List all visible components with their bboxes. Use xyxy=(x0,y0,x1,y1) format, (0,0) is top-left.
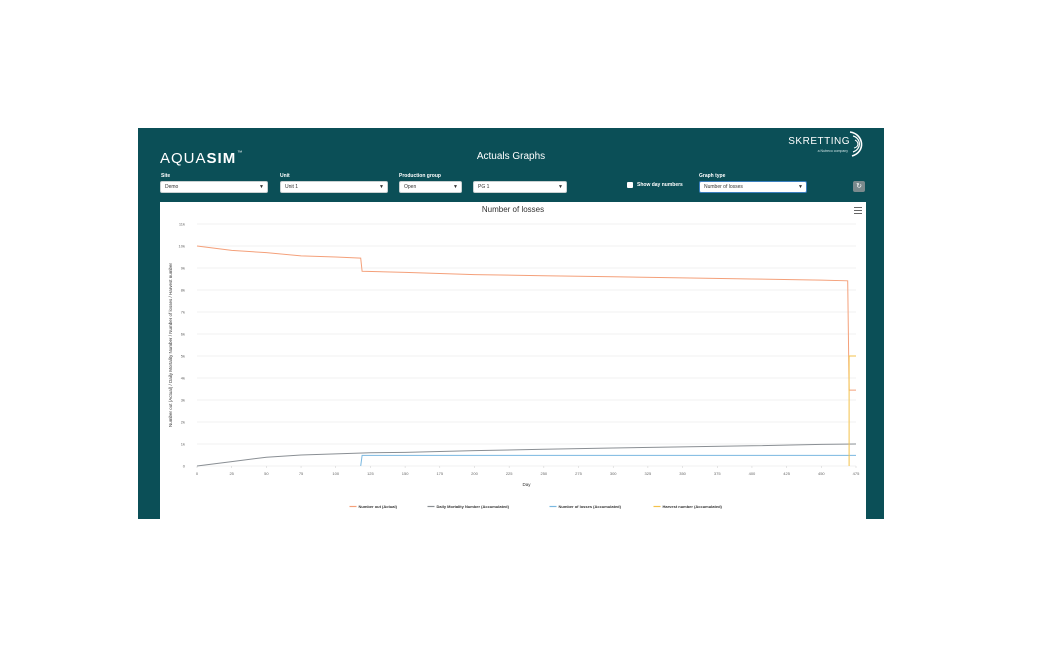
chart-title: Number of losses xyxy=(481,205,545,214)
site-select-value: Demo xyxy=(165,184,179,190)
legend-item: Harvest number (Accumulated) xyxy=(663,504,723,509)
refresh-icon: ↻ xyxy=(856,183,862,190)
chart-panel: Number of losses 0 1k 2k 3k 4k 5k 6k 7k 8k 9k 10k 1… xyxy=(160,202,866,519)
app-window: AQUASIM™ Actuals Graphs SKRETTING a Nutr… xyxy=(138,128,884,519)
x-tick-label: 75 xyxy=(299,471,304,476)
y-tick-label: 8k xyxy=(181,288,185,293)
x-tick-label: 300 xyxy=(610,471,617,476)
x-tick-label: 350 xyxy=(679,471,686,476)
x-tick-label: 375 xyxy=(714,471,721,476)
x-tick-label: 0 xyxy=(196,471,199,476)
x-tick-label: 25 xyxy=(229,471,234,476)
series-line-2 xyxy=(360,454,856,467)
y-tick-label: 9k xyxy=(181,266,185,271)
y-tick-label: 7k xyxy=(181,310,185,315)
x-tick-label: 200 xyxy=(471,471,478,476)
graph-type-select-value: Number of losses xyxy=(704,184,743,190)
series-line-3 xyxy=(848,355,856,466)
y-tick-label: 3k xyxy=(181,398,185,403)
x-tick-label: 425 xyxy=(783,471,790,476)
hamburger-menu-icon[interactable] xyxy=(854,207,862,214)
unit-select-value: Unit 1 xyxy=(285,184,299,190)
production-unit-select[interactable]: PG 1 ▼ xyxy=(473,181,567,193)
graph-type-label: Graph type xyxy=(699,173,726,179)
legend-item: Daily Mortality Number (Accumulated) xyxy=(437,504,510,509)
x-tick-label: 325 xyxy=(645,471,652,476)
chevron-down-icon: ▼ xyxy=(798,184,803,190)
y-tick-label: 5k xyxy=(181,354,185,359)
y-tick-label: 0 xyxy=(183,464,186,469)
chevron-down-icon: ▼ xyxy=(259,184,264,190)
chevron-down-icon: ▼ xyxy=(453,184,458,190)
x-tick-label: 100 xyxy=(332,471,339,476)
unit-select[interactable]: Unit 1 ▼ xyxy=(280,181,388,193)
production-group-select-value: Open xyxy=(404,184,417,190)
aquasim-logo: AQUASIM™ xyxy=(160,150,243,167)
skretting-logo: SKRETTING a Nutreco company xyxy=(786,131,866,170)
site-label: Site xyxy=(161,173,171,179)
brand-subtitle: a Nutreco company xyxy=(817,149,848,153)
x-tick-label: 400 xyxy=(749,471,756,476)
series-line-1 xyxy=(196,443,857,467)
logo-trademark: ™ xyxy=(237,150,244,156)
brand-name: SKRETTING xyxy=(788,136,850,147)
x-tick-label: 275 xyxy=(575,471,582,476)
show-day-numbers-label: Show day numbers xyxy=(637,182,683,188)
series-line-0 xyxy=(196,245,856,391)
x-tick-label: 225 xyxy=(506,471,513,476)
page-title: Actuals Graphs xyxy=(476,151,546,162)
y-tick-label: 4k xyxy=(181,376,185,381)
x-tick-label: 450 xyxy=(818,471,825,476)
chevron-down-icon: ▼ xyxy=(379,184,384,190)
graph-type-select[interactable]: Number of losses ▼ xyxy=(699,181,807,193)
x-tick-label: 50 xyxy=(264,471,269,476)
logo-text-bold: SIM xyxy=(206,150,237,167)
logo-text-light: AQUA xyxy=(160,150,207,167)
production-unit-select-value: PG 1 xyxy=(478,184,490,190)
x-tick-label: 150 xyxy=(402,471,409,476)
x-tick-label: 475 xyxy=(853,471,860,476)
y-tick-label: 10k xyxy=(179,244,185,249)
chevron-down-icon: ▼ xyxy=(558,184,563,190)
show-day-numbers-checkbox[interactable] xyxy=(627,182,633,188)
y-axis-title: Number out (Actual) / Daily Mortality Nu… xyxy=(168,262,173,427)
line-chart: 0 1k 2k 3k 4k 5k 6k 7k 8k 9k 10k 11k 0 25 50 75 100 125 15… xyxy=(168,222,860,510)
legend-item: Number of losses (Accumulated) xyxy=(559,504,622,509)
x-tick-label: 125 xyxy=(367,471,374,476)
unit-label: Unit xyxy=(280,173,290,179)
y-tick-label: 2k xyxy=(181,420,185,425)
y-tick-label: 6k xyxy=(181,332,185,337)
production-group-select[interactable]: Open ▼ xyxy=(399,181,462,193)
refresh-button[interactable]: ↻ xyxy=(853,181,865,192)
x-tick-label: 250 xyxy=(540,471,547,476)
site-select[interactable]: Demo ▼ xyxy=(160,181,268,193)
x-axis-title: Day xyxy=(522,482,531,487)
y-tick-label: 1k xyxy=(181,442,185,447)
swirl-icon xyxy=(849,131,863,157)
legend-item: Number out (Actual) xyxy=(359,504,398,509)
y-tick-label: 11k xyxy=(179,222,185,227)
x-tick-label: 175 xyxy=(436,471,443,476)
production-group-label: Production group xyxy=(399,173,441,179)
